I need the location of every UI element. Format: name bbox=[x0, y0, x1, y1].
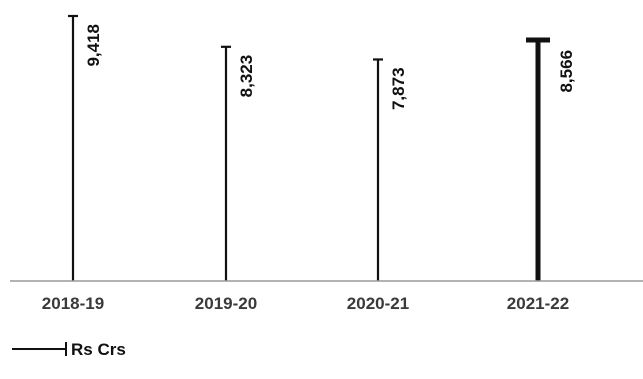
legend-label: Rs Crs bbox=[71, 340, 126, 359]
data-label-2020-21: 7,873 bbox=[389, 67, 408, 110]
x-tick-label-2020-21: 2020-21 bbox=[347, 294, 409, 313]
x-tick-label-2018-19: 2018-19 bbox=[42, 294, 104, 313]
bars-group: 9,418 8,323 7,873 8,566 bbox=[68, 14, 576, 281]
legend: Rs Crs bbox=[12, 340, 126, 359]
data-label-2019-20: 8,323 bbox=[237, 55, 256, 98]
x-tick-label-2021-22: 2021-22 bbox=[507, 294, 569, 313]
x-tick-labels: 2018-19 2019-20 2020-21 2021-22 bbox=[42, 294, 569, 313]
x-tick-label-2019-20: 2019-20 bbox=[195, 294, 257, 313]
data-label-2018-19: 9,418 bbox=[84, 24, 103, 67]
data-label-2021-22: 8,566 bbox=[557, 50, 576, 93]
